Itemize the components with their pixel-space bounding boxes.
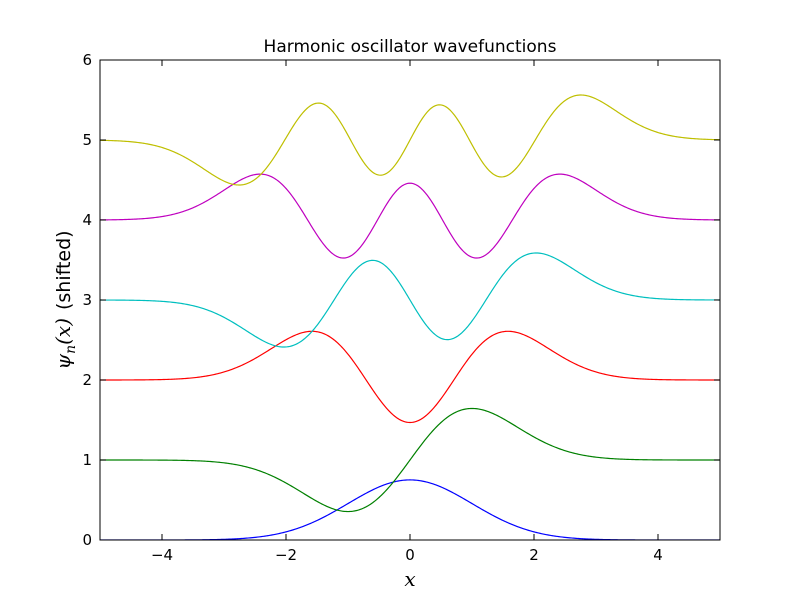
series-line-n3 <box>100 252 720 348</box>
y-axis-label-subscript: n <box>63 345 79 354</box>
series-line-n4 <box>100 173 720 259</box>
y-axis-label-arg: (x) <box>51 318 75 345</box>
series-line-n5 <box>100 94 720 186</box>
ticks-layer: −4 −2 0 2 4 0 1 2 3 4 5 6 <box>82 51 720 564</box>
y-axis-label-symbol: ψ <box>51 354 75 370</box>
y-axis-label: ψn(x) (shifted) <box>51 230 79 369</box>
y-tick-label: 2 <box>82 371 92 389</box>
x-tick-label: 2 <box>529 546 539 564</box>
series-line-n1 <box>100 407 720 513</box>
y-tick-label: 3 <box>82 291 92 309</box>
x-tick-label: 4 <box>653 546 663 564</box>
x-tick-label: −2 <box>275 546 297 564</box>
x-axis-label: x <box>404 567 415 591</box>
y-tick-label: 1 <box>82 451 92 469</box>
x-tick-label: −4 <box>151 546 173 564</box>
y-axis-label-suffix: (shifted) <box>53 230 75 310</box>
y-tick-label: 5 <box>82 131 92 149</box>
y-tick-label: 0 <box>82 531 92 549</box>
series-line-n2 <box>100 330 720 424</box>
y-tick-label: 4 <box>82 211 92 229</box>
y-tick-label: 6 <box>82 51 92 69</box>
chart-title: Harmonic oscillator wavefunctions <box>264 37 557 57</box>
x-tick-label: 0 <box>405 546 415 564</box>
